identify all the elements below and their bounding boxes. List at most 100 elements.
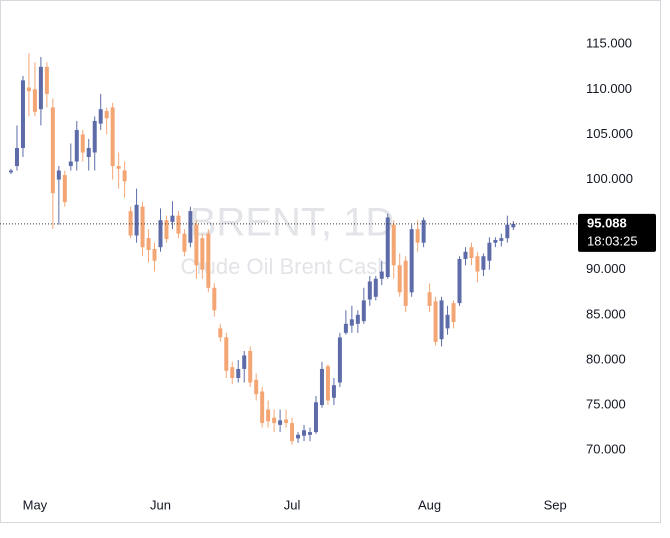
- candle-body: [499, 238, 504, 241]
- candle-body: [20, 80, 25, 148]
- candle-body: [284, 419, 289, 424]
- candle-body: [158, 220, 163, 248]
- candle-body: [349, 319, 354, 326]
- candle-body: [475, 256, 480, 272]
- candle-body: [433, 301, 438, 342]
- candle-body: [505, 224, 510, 239]
- candle-body: [206, 233, 211, 288]
- candle-body: [487, 242, 492, 261]
- candle-body: [463, 251, 468, 259]
- candle-body: [266, 409, 271, 422]
- candle-body: [38, 66, 43, 110]
- candle-body: [439, 300, 444, 340]
- candle-body: [248, 350, 253, 383]
- candle-body: [343, 323, 348, 333]
- y-tick-label: 110.000: [586, 81, 632, 96]
- last-price-label: 95.088: [587, 215, 627, 230]
- candle-body: [224, 337, 229, 371]
- candle-body: [427, 292, 432, 306]
- candle-body: [313, 402, 318, 433]
- candle-body: [254, 379, 259, 395]
- candle-body: [260, 391, 265, 424]
- candle-body: [385, 217, 390, 277]
- candle-body: [146, 238, 151, 250]
- candle-body: [493, 239, 498, 243]
- candle-body: [74, 129, 79, 162]
- candle-body: [511, 223, 516, 228]
- candle-body: [337, 337, 342, 383]
- last-price-box: [578, 213, 656, 252]
- candle-body: [278, 420, 283, 425]
- candle-body: [457, 258, 462, 304]
- candle-body: [290, 423, 295, 442]
- candle-body: [68, 161, 73, 167]
- candle-body: [325, 366, 330, 401]
- watermark-title: BRENT, 1D: [190, 201, 395, 245]
- y-tick-label: 105.000: [586, 126, 633, 141]
- candle-body: [445, 314, 450, 329]
- candle-body: [9, 170, 13, 173]
- watermark-subtitle: Crude Oil Brent Cash: [180, 254, 389, 279]
- y-tick-label: 85.000: [586, 306, 626, 321]
- candle-body: [481, 256, 486, 270]
- candle-body: [415, 229, 420, 243]
- candle-body: [308, 432, 312, 435]
- candle-body: [397, 265, 402, 293]
- countdown-label: 18:03:25: [587, 233, 638, 248]
- candle-body: [218, 328, 223, 338]
- candle-body: [176, 215, 181, 234]
- candle-body: [188, 211, 193, 243]
- candle-body: [409, 229, 414, 293]
- candle-body: [373, 278, 378, 297]
- candle-body: [391, 224, 396, 266]
- candle-body: [379, 271, 384, 279]
- candle-body: [62, 175, 67, 203]
- candle-body: [104, 111, 109, 119]
- candle-body: [134, 204, 139, 236]
- candle-body: [116, 166, 121, 169]
- candle-body: [361, 300, 366, 322]
- y-tick-label: 100.000: [586, 171, 633, 186]
- y-tick-label: 115.000: [586, 36, 632, 51]
- candle-body: [152, 249, 157, 261]
- chart-frame: [0, 0, 661, 523]
- candle-body: [14, 147, 19, 167]
- candle-body: [80, 134, 85, 153]
- candle-body: [200, 238, 205, 270]
- candle-body: [50, 107, 55, 194]
- candle-body: [92, 120, 97, 153]
- candle-body: [469, 247, 474, 259]
- candle-body: [451, 303, 456, 323]
- candle-body: [331, 385, 336, 398]
- candle-body: [86, 147, 91, 158]
- candle-body: [403, 260, 408, 306]
- candle-body: [164, 220, 169, 240]
- candle-body: [44, 66, 49, 94]
- y-tick-label: 90.000: [586, 261, 626, 276]
- candle-body: [296, 434, 301, 439]
- candle-body: [302, 430, 307, 436]
- x-tick-label: Jul: [284, 497, 301, 512]
- candle-body: [242, 355, 247, 369]
- candle-body: [421, 220, 426, 243]
- x-tick-label: Aug: [418, 497, 441, 512]
- x-tick-label: May: [23, 497, 48, 512]
- y-tick-label: 75.000: [586, 396, 626, 411]
- y-tick-label: 70.000: [586, 442, 626, 457]
- y-tick-label: 80.000: [586, 351, 626, 366]
- candle-body: [367, 281, 372, 300]
- candle-body: [194, 224, 199, 266]
- candle-body: [355, 314, 360, 324]
- x-tick-label: Sep: [544, 497, 567, 512]
- candle-body: [110, 107, 115, 167]
- candle-body: [236, 368, 241, 378]
- candle-body: [230, 367, 235, 378]
- candle-body: [56, 170, 61, 180]
- candle-body: [26, 87, 31, 92]
- candle-body: [170, 215, 175, 222]
- candle-body: [212, 287, 217, 311]
- candle-body: [98, 109, 103, 124]
- candle-body: [182, 233, 187, 252]
